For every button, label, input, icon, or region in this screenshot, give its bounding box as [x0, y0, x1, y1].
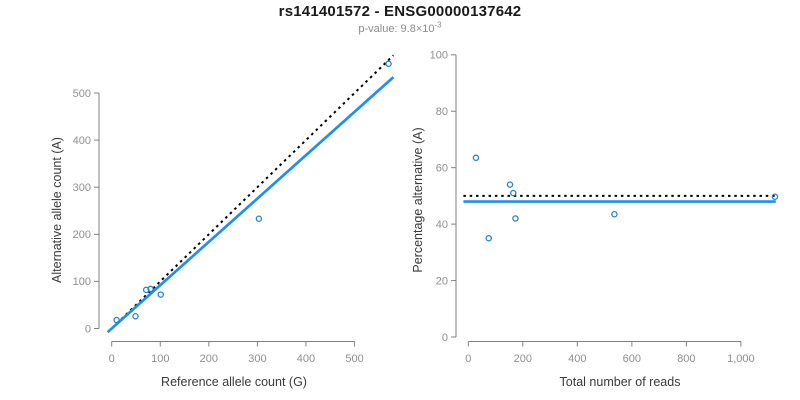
x-tick-label: 100 — [151, 353, 169, 365]
data-point — [611, 210, 618, 218]
data-point — [113, 316, 120, 324]
y-tick-label: 80 — [436, 106, 448, 118]
data-point — [512, 215, 519, 222]
x-tick-label: 0 — [465, 353, 471, 365]
right-x-axis-label: Total number of reads — [559, 375, 681, 389]
left-x-axis-label: Reference allele count (G) — [161, 375, 307, 389]
x-tick-label: 600 — [623, 353, 641, 365]
x-tick-label: 800 — [677, 353, 695, 365]
data-point — [157, 291, 165, 298]
y-tick-label: 0 — [442, 332, 448, 344]
data-point — [771, 193, 779, 200]
figure-subtitle: p-value: 9.8×10-3 — [0, 20, 800, 35]
y-tick-label: 100 — [430, 50, 448, 62]
data-point — [255, 215, 263, 223]
y-tick-label: 200 — [73, 229, 91, 241]
fitted-ratio-line — [106, 76, 395, 333]
data-point — [142, 286, 150, 294]
x-tick-label: 200 — [514, 353, 532, 365]
y-tick-label: 100 — [73, 276, 91, 288]
figure-title: rs141401572 - ENSG00000137642 — [278, 3, 522, 20]
data-point — [385, 60, 392, 68]
x-tick-label: 500 — [345, 353, 363, 365]
p-value-text: p-value: 9.8×10 — [358, 23, 435, 35]
y-tick-label: 40 — [436, 219, 448, 231]
y-tick-label: 400 — [73, 135, 91, 147]
x-tick-label: 300 — [248, 353, 266, 365]
data-point — [510, 189, 517, 197]
y-tick-label: 60 — [436, 162, 448, 174]
data-point — [472, 154, 480, 162]
right-y-axis-label: Percentage alternative (A) — [411, 127, 425, 273]
left-scatter-panel: 0 100 200 300 400 500 0 100 200 300 400 500 — [73, 54, 395, 365]
y-tick-label: 300 — [73, 182, 91, 194]
y-tick-label: 0 — [85, 323, 91, 335]
data-point — [485, 234, 492, 242]
identity-expected-line — [107, 54, 395, 333]
x-tick-label: 400 — [297, 353, 315, 365]
y-tick-label: 500 — [73, 88, 91, 100]
right-scatter-panel: 0 20 40 60 80 100 0 200 400 600 800 1,000 — [430, 50, 779, 365]
left-y-axis-label: Alternative allele count (A) — [50, 137, 64, 283]
x-tick-label: 1,000 — [727, 353, 755, 365]
p-value-exponent: -3 — [434, 20, 442, 30]
data-point — [506, 181, 514, 188]
data-point — [147, 285, 154, 293]
x-tick-label: 200 — [200, 353, 218, 365]
x-tick-label: 400 — [568, 353, 586, 365]
x-tick-label: 0 — [109, 353, 115, 365]
data-point — [132, 313, 139, 320]
y-tick-label: 20 — [436, 275, 448, 287]
